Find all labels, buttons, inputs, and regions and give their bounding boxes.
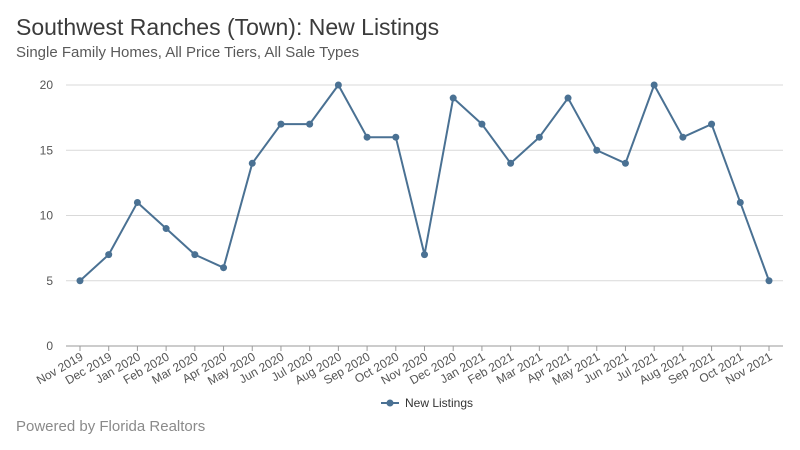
data-point[interactable]: [363, 133, 371, 141]
chart-subtitle: Single Family Homes, All Price Tiers, Al…: [16, 44, 360, 61]
y-tick-label: 10: [40, 209, 54, 223]
data-point[interactable]: [421, 251, 428, 259]
data-point[interactable]: [765, 277, 773, 285]
data-point[interactable]: [507, 159, 515, 167]
legend[interactable]: New Listings: [381, 396, 473, 410]
y-tick-label: 15: [40, 143, 54, 157]
data-point[interactable]: [650, 81, 658, 89]
data-point[interactable]: [449, 94, 457, 102]
data-point[interactable]: [76, 277, 84, 285]
data-point[interactable]: [478, 120, 486, 128]
series-group: [76, 81, 773, 285]
data-point[interactable]: [621, 159, 629, 167]
data-point[interactable]: [162, 225, 170, 233]
data-point[interactable]: [708, 120, 716, 128]
data-point[interactable]: [392, 133, 400, 141]
legend-item-label[interactable]: New Listings: [405, 396, 473, 410]
data-point[interactable]: [220, 264, 228, 272]
data-point[interactable]: [564, 94, 572, 102]
legend-swatch-marker: [386, 399, 394, 407]
data-point[interactable]: [191, 251, 199, 259]
data-point[interactable]: [334, 81, 342, 89]
footer-credit: Powered by Florida Realtors: [16, 418, 206, 435]
data-point[interactable]: [593, 146, 601, 154]
data-point[interactable]: [105, 251, 113, 259]
data-point[interactable]: [248, 159, 256, 167]
data-point[interactable]: [306, 120, 314, 128]
data-point[interactable]: [535, 133, 543, 141]
y-axis-ticks: 0 5 10 15 20: [40, 78, 54, 353]
y-tick-label: 0: [46, 339, 53, 353]
data-point[interactable]: [679, 133, 687, 141]
y-tick-label: 20: [40, 78, 54, 92]
data-point[interactable]: [133, 198, 141, 206]
data-point[interactable]: [277, 120, 285, 128]
data-point[interactable]: [736, 198, 744, 206]
chart-title: Southwest Ranches (Town): New Listings: [16, 14, 440, 40]
y-tick-label: 5: [46, 274, 53, 288]
